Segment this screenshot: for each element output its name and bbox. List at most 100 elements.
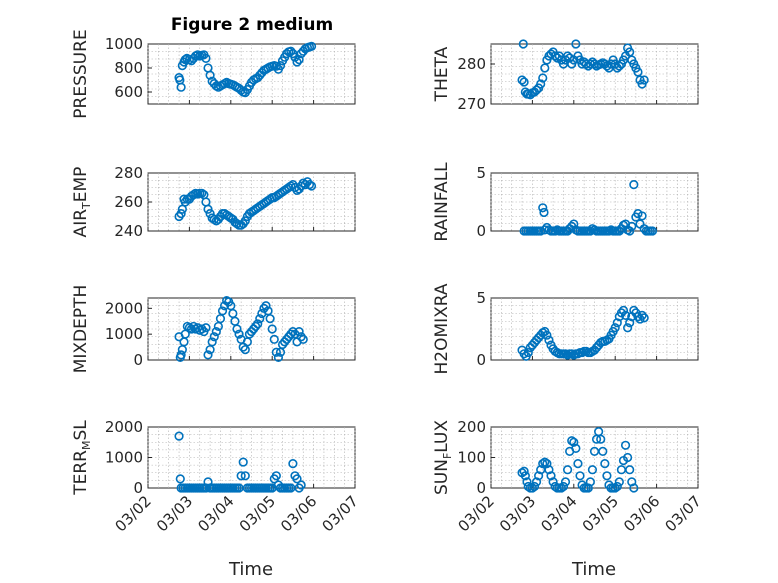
data-point xyxy=(569,219,579,229)
x-tick-label: 03/06 xyxy=(277,492,320,535)
data-point xyxy=(620,440,631,450)
data-point xyxy=(286,181,296,191)
data-point xyxy=(575,471,585,481)
y-tick-label: 5 xyxy=(476,164,486,182)
data-point xyxy=(197,188,207,198)
data-point xyxy=(203,477,213,487)
y-axis-label: TERRMSL xyxy=(71,420,93,496)
subplot-theta: 270 280 THETA xyxy=(432,39,699,113)
x-tick-label: 03/04 xyxy=(537,492,580,535)
data-point xyxy=(625,465,635,475)
y-axis-label: PRESSURE xyxy=(71,29,91,118)
data-point xyxy=(271,347,281,357)
data-point xyxy=(618,305,629,316)
data-point xyxy=(612,481,622,492)
data-point xyxy=(306,41,317,52)
data-point xyxy=(562,51,573,61)
data-point xyxy=(298,178,308,188)
y-tick-label: 0 xyxy=(133,479,143,497)
data-point xyxy=(174,431,184,441)
data-point xyxy=(539,207,549,218)
data-point xyxy=(556,483,566,493)
data-point xyxy=(529,481,540,492)
data-point xyxy=(550,51,560,61)
data-point xyxy=(197,324,207,334)
data-point xyxy=(304,180,315,190)
y-axis-label: RAINFALL xyxy=(432,162,452,242)
data-point xyxy=(531,477,542,487)
data-point xyxy=(209,332,219,342)
data-point xyxy=(176,209,186,219)
data-point xyxy=(612,318,622,328)
data-point xyxy=(589,59,600,69)
data-point xyxy=(201,323,211,333)
data-point xyxy=(271,471,281,481)
y-tick-label: 1000 xyxy=(105,35,143,53)
data-point xyxy=(205,70,215,80)
data-point xyxy=(288,459,298,469)
data-point xyxy=(637,211,647,221)
data-point xyxy=(232,219,242,229)
x-tick-label: 03/05 xyxy=(579,492,622,535)
data-point xyxy=(217,306,228,316)
data-point xyxy=(306,181,317,191)
data-point xyxy=(544,335,554,345)
y-tick-label: 1000 xyxy=(105,449,143,467)
data-point xyxy=(534,471,544,481)
data-point xyxy=(523,347,533,358)
y-axis-label: AIRTEMP xyxy=(71,167,93,238)
data-point xyxy=(253,319,263,329)
data-point xyxy=(598,446,608,457)
data-point xyxy=(573,459,583,469)
data-point xyxy=(627,221,637,231)
data-point xyxy=(548,477,558,487)
data-point xyxy=(255,314,265,324)
y-tick-label: 0 xyxy=(133,351,143,369)
data-point xyxy=(538,459,548,469)
data-point xyxy=(623,452,633,463)
x-tick-label: 03/02 xyxy=(455,492,498,535)
y-tick-label: 0 xyxy=(476,222,486,240)
subplot-h2omixra: 0 5 H2OMIXRA xyxy=(432,283,699,375)
data-point xyxy=(518,39,528,49)
data-point xyxy=(562,465,573,475)
data-point xyxy=(610,483,620,493)
data-point xyxy=(639,313,649,323)
y-tick-label: 200 xyxy=(457,418,486,436)
data-point xyxy=(627,477,637,487)
data-point xyxy=(261,301,271,311)
data-point xyxy=(240,216,250,226)
data-point xyxy=(538,73,548,83)
data-point xyxy=(519,349,529,359)
data-point xyxy=(286,329,296,339)
data-point xyxy=(596,434,606,444)
data-point xyxy=(176,82,186,92)
subplot-rainfall: 0 5 RAINFALL xyxy=(432,162,699,242)
x-tick-label: 03/04 xyxy=(194,492,237,535)
x-tick-label: 03/03 xyxy=(153,492,196,535)
x-tick-label: 03/07 xyxy=(662,492,705,535)
figure-title: Figure 2 medium xyxy=(171,15,333,35)
data-point xyxy=(546,471,556,481)
y-axis-label: THETA xyxy=(432,46,452,102)
data-point xyxy=(625,318,635,328)
data-point xyxy=(251,321,261,332)
x-tick-label: 03/05 xyxy=(236,492,279,535)
subplot-pressure: 600 800 1000 PRESSURE xyxy=(71,29,356,119)
y-tick-label: 5 xyxy=(476,289,486,307)
data-point xyxy=(544,465,554,475)
y-tick-label: 2000 xyxy=(105,418,143,436)
y-tick-label: 270 xyxy=(457,95,486,113)
data-point xyxy=(587,465,598,475)
y-tick-label: 260 xyxy=(114,193,143,211)
data-point xyxy=(203,350,213,360)
data-point xyxy=(602,471,612,481)
data-point xyxy=(571,39,581,49)
data-point xyxy=(540,225,550,235)
data-point xyxy=(292,474,302,484)
data-point xyxy=(240,471,250,481)
data-point xyxy=(623,323,633,333)
